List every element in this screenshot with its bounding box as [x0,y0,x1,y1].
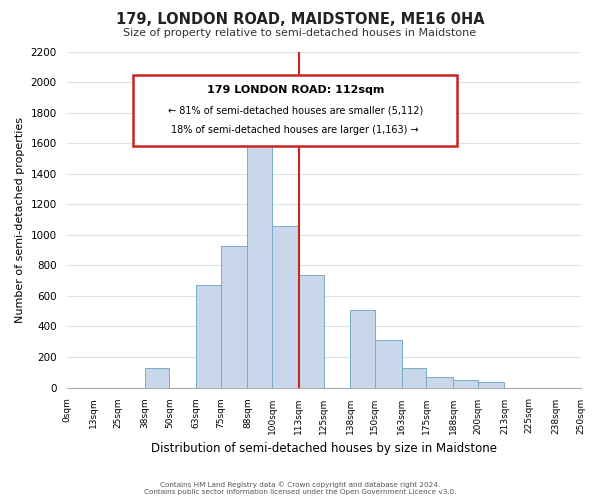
Bar [427,377,453,388]
FancyBboxPatch shape [133,75,457,146]
Bar [478,382,505,388]
Bar [272,226,299,388]
Text: 179, LONDON ROAD, MAIDSTONE, ME16 0HA: 179, LONDON ROAD, MAIDSTONE, ME16 0HA [116,12,484,28]
Text: 179 LONDON ROAD: 112sqm: 179 LONDON ROAD: 112sqm [206,85,384,95]
Bar [221,246,247,388]
Bar [401,368,427,388]
Bar [247,124,272,388]
Bar [145,368,169,388]
Bar [350,310,375,388]
Y-axis label: Number of semi-detached properties: Number of semi-detached properties [15,116,25,322]
Bar [196,285,221,388]
Bar [299,276,323,388]
Text: Contains public sector information licensed under the Open Government Licence v3: Contains public sector information licen… [144,489,456,495]
Text: ← 81% of semi-detached houses are smaller (5,112): ← 81% of semi-detached houses are smalle… [167,106,423,116]
X-axis label: Distribution of semi-detached houses by size in Maidstone: Distribution of semi-detached houses by … [151,442,497,455]
Text: Size of property relative to semi-detached houses in Maidstone: Size of property relative to semi-detach… [124,28,476,38]
Text: Contains HM Land Registry data © Crown copyright and database right 2024.: Contains HM Land Registry data © Crown c… [160,481,440,488]
Bar [375,340,401,388]
Bar [453,380,478,388]
Text: 18% of semi-detached houses are larger (1,163) →: 18% of semi-detached houses are larger (… [172,126,419,136]
